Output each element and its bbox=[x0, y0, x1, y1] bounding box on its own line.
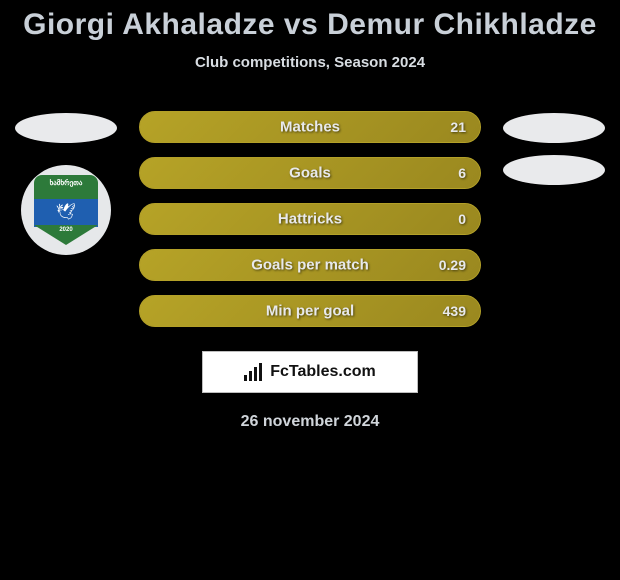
stat-label: Hattricks bbox=[278, 211, 342, 228]
shield-icon: ხამხრეთა 🕊 2020 bbox=[34, 175, 98, 245]
bars-icon bbox=[244, 363, 264, 381]
page-title: Giorgi Akhaladze vs Demur Chikhladze bbox=[0, 8, 620, 42]
stat-right-value: 0.29 bbox=[439, 257, 466, 273]
player-left-club-badge: ხამხრეთა 🕊 2020 bbox=[21, 165, 111, 255]
stat-label: Goals per match bbox=[251, 257, 369, 274]
stat-bar-matches: Matches 21 bbox=[139, 111, 481, 143]
stat-bar-hattricks: Hattricks 0 bbox=[139, 203, 481, 235]
stat-right-value: 0 bbox=[458, 211, 466, 227]
wings-icon: 🕊 bbox=[56, 205, 76, 221]
right-player-col bbox=[499, 111, 609, 185]
badge-top-text: ხამხრეთა bbox=[34, 179, 98, 187]
stat-bar-mpg: Min per goal 439 bbox=[139, 295, 481, 327]
badge-bottom-text: 2020 bbox=[34, 227, 98, 233]
brand-box[interactable]: FcTables.com bbox=[202, 351, 418, 393]
stat-label: Min per goal bbox=[266, 303, 354, 320]
stat-bar-goals: Goals 6 bbox=[139, 157, 481, 189]
player-left-photo-placeholder bbox=[15, 113, 117, 143]
main-row: ხამხრეთა 🕊 2020 Matches 21 Goals 6 bbox=[0, 111, 620, 327]
subtitle: Club competitions, Season 2024 bbox=[0, 54, 620, 71]
stat-label: Matches bbox=[280, 119, 340, 136]
comparison-card: Giorgi Akhaladze vs Demur Chikhladze Clu… bbox=[0, 0, 620, 431]
stat-bar-gpm: Goals per match 0.29 bbox=[139, 249, 481, 281]
brand-text: FcTables.com bbox=[270, 363, 376, 381]
player-right-photo-placeholder bbox=[503, 113, 605, 143]
date-line: 26 november 2024 bbox=[0, 413, 620, 431]
stats-bars: Matches 21 Goals 6 Hattricks 0 Goals per… bbox=[139, 111, 481, 327]
stat-label: Goals bbox=[289, 165, 331, 182]
player-right-club-placeholder bbox=[503, 155, 605, 185]
stat-right-value: 439 bbox=[443, 303, 466, 319]
left-player-col: ხამხრეთა 🕊 2020 bbox=[11, 111, 121, 255]
stat-right-value: 6 bbox=[458, 165, 466, 181]
stat-right-value: 21 bbox=[450, 119, 466, 135]
